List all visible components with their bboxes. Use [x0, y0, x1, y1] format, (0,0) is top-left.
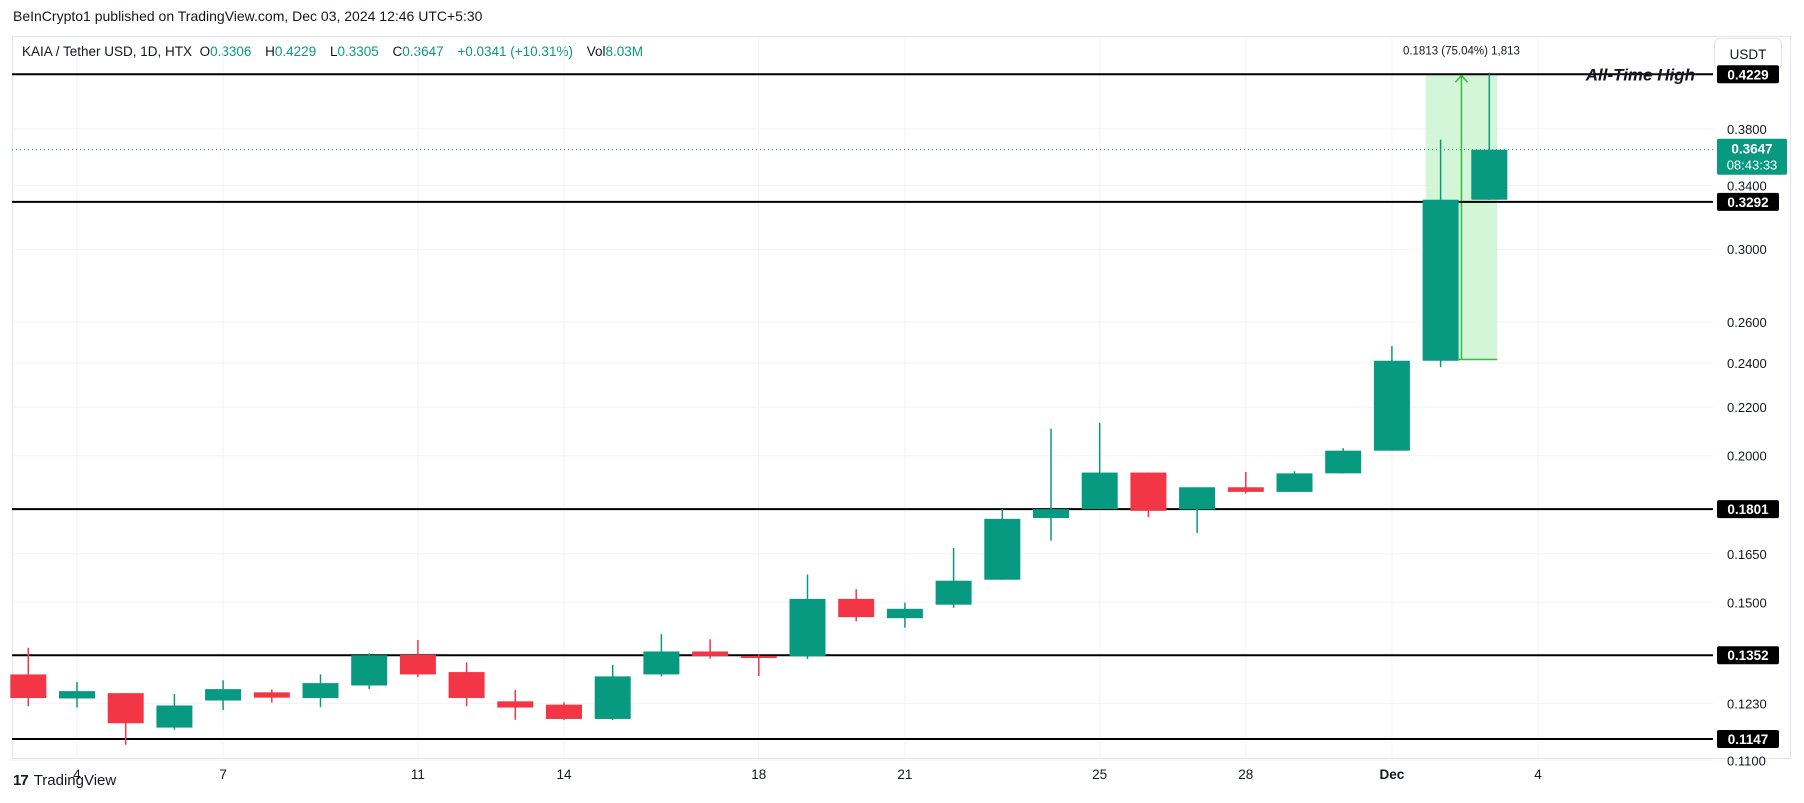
candle-body	[497, 701, 534, 708]
candle-body	[984, 518, 1021, 580]
horizontal-levels: All-Time High	[12, 65, 1713, 740]
ath-annotation: All-Time High	[1585, 65, 1695, 84]
y-tick-label: 0.1100	[1727, 753, 1766, 768]
close-value: 0.3647	[402, 44, 444, 59]
x-tick-label: 21	[897, 767, 912, 782]
y-tick-label: 0.1230	[1727, 696, 1767, 711]
x-tick-label: 11	[411, 767, 425, 782]
candle-body	[107, 693, 144, 724]
candle-body	[1227, 487, 1264, 492]
brand-name: TradingView	[33, 772, 117, 789]
x-tick-label: 18	[751, 767, 766, 782]
x-tick-label: Dec	[1380, 767, 1405, 782]
y-tick-label: 0.3800	[1727, 122, 1767, 137]
price-axis[interactable]: 0.3800 0.3400 0.3000 0.2600 0.2400 0.2200 0.20…	[1727, 122, 1767, 769]
tradingview-logo-icon: 17	[13, 772, 29, 789]
x-tick-label: 25	[1092, 767, 1107, 782]
y-tick-label: 0.3000	[1727, 242, 1767, 257]
open-label: O	[199, 44, 211, 59]
candle-body	[59, 691, 95, 699]
candle-body	[886, 608, 923, 619]
x-tick-label: 28	[1238, 767, 1253, 782]
candle-body	[1081, 472, 1118, 510]
candle-body	[1130, 472, 1167, 511]
y-tick-label: 0.1500	[1727, 595, 1767, 610]
candles	[10, 74, 1508, 745]
level-price-badge	[1717, 729, 1779, 748]
y-tick-label: 0.3400	[1727, 178, 1767, 193]
current-price-badge	[1717, 138, 1787, 175]
candle-body	[10, 674, 47, 699]
level-price-label: 0.3292	[1727, 195, 1768, 210]
y-tick-label: 0.2400	[1727, 356, 1767, 371]
candle-body	[351, 655, 388, 686]
candle-body	[935, 580, 972, 605]
volume-value: 8.03M	[605, 44, 644, 59]
change-value: +0.0341 (+10.31%)	[457, 44, 573, 59]
candle-body	[789, 598, 826, 657]
level-price-badge	[1717, 192, 1779, 211]
candle-body	[1373, 360, 1410, 451]
high-label: H	[265, 44, 275, 59]
candle-body	[1325, 450, 1362, 474]
low-label: L	[329, 44, 338, 59]
low-value: 0.3305	[337, 44, 379, 59]
candle-body	[643, 651, 680, 675]
x-tick-label: 7	[219, 767, 227, 782]
publisher-line: BeInCrypto1 published on TradingView.com…	[13, 8, 483, 24]
y-tick-label: 0.2000	[1727, 449, 1767, 464]
candle-body	[838, 598, 875, 618]
current-price-label: 0.3647	[1731, 142, 1772, 157]
candle-body	[692, 651, 729, 656]
countdown-label: 08:43:33	[1727, 158, 1778, 173]
volume-label: Vol	[586, 44, 606, 59]
candle-body	[399, 654, 436, 675]
x-tick-label: 4	[1534, 767, 1542, 782]
level-price-label: 0.1801	[1727, 502, 1769, 517]
time-axis[interactable]: 4 7 11 14 18 21 25 28 Dec 4	[73, 767, 1542, 782]
symbol-name[interactable]: KAIA / Tether USD, 1D, HTX	[22, 44, 193, 59]
level-price-label: 0.1147	[1728, 732, 1769, 747]
x-tick-label: 14	[556, 767, 572, 782]
candle-body	[1179, 487, 1216, 510]
tradingview-brand[interactable]: 17 TradingView	[13, 772, 116, 789]
level-price-badge	[1717, 500, 1779, 519]
candle-body	[1471, 149, 1508, 200]
high-value: 0.4229	[274, 44, 317, 59]
x-tick-label: 4	[73, 767, 81, 782]
candle-body	[205, 689, 242, 701]
candle-body	[253, 692, 290, 698]
symbol-legend: KAIA / Tether USD, 1D, HTX O0.3306 H0.42…	[22, 44, 653, 59]
candle-body	[156, 705, 193, 728]
candle-body	[1422, 199, 1459, 361]
level-price-badge	[1717, 646, 1779, 665]
close-label: C	[392, 44, 403, 59]
chart-frame	[12, 36, 1791, 759]
candle-body	[1276, 473, 1313, 492]
candle-body	[302, 683, 339, 699]
y-tick-label: 0.2200	[1727, 400, 1767, 415]
candle-body	[740, 655, 777, 658]
price-labels: 0.4229 0.3292 0.1801 0.1352 0.1147 0.364708:4…	[1717, 65, 1787, 748]
level-price-badge	[1717, 65, 1779, 84]
candle-body	[594, 676, 631, 719]
y-tick-label: 0.1650	[1727, 547, 1767, 562]
open-value: 0.3306	[210, 44, 252, 59]
candle-body	[448, 672, 485, 699]
level-price-label: 0.1352	[1727, 648, 1768, 663]
y-tick-label: 0.2600	[1727, 315, 1767, 330]
measure-label: 0.1813 (75.04%) 1,813	[1403, 45, 1520, 57]
candle-body	[1033, 509, 1069, 518]
level-price-label: 0.4229	[1727, 67, 1768, 82]
candle-body	[546, 704, 582, 719]
